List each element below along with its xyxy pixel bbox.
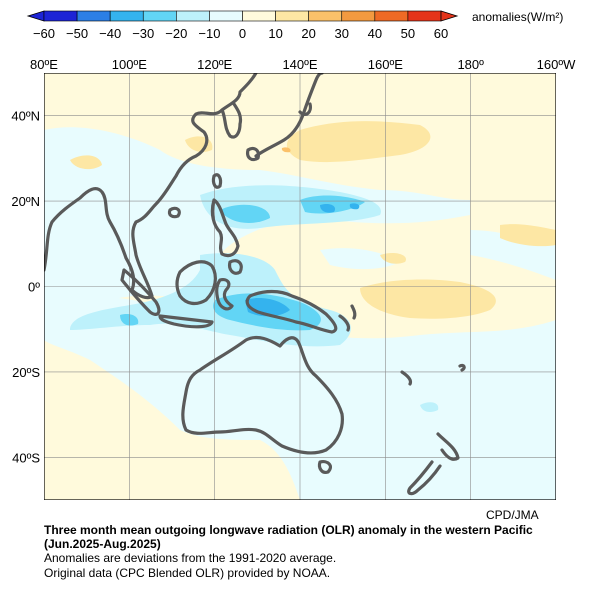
hainan-coastline [167,206,181,219]
new-guinea-coastline [245,289,338,334]
new-caledonia-coastline [400,370,413,386]
legend-cell [242,10,276,22]
legend-cell [275,10,309,22]
longitude-label: 180º [457,57,484,72]
coastlines [44,73,466,496]
taiwan-coastline [211,173,223,189]
legend-arrow-left [26,10,45,22]
sumatra-coastline [120,268,161,316]
legend-tick-label: −60 [33,26,55,41]
tasmania-coastline [317,460,332,474]
legend-unit-label: anomalies(W/m²) [472,10,563,24]
legend-tick-label: 30 [335,26,349,41]
legend-tick-label: −50 [66,26,88,41]
latitude-labels: 40ºN 20ºN 0º 20ºS 40ºS [11,109,40,466]
legend-cell [374,10,409,22]
legend-tick-label: 50 [401,26,415,41]
legend-tick-label: 60 [434,26,448,41]
asia-coastline [44,73,258,300]
kyushu-coastline [246,146,260,162]
legend-tick-label: −40 [99,26,121,41]
solomon-islands-coastline [338,304,357,332]
longitude-label: 140ºE [282,57,317,72]
longitude-label: 100ºE [112,57,147,72]
borneo-coastline [175,260,217,306]
philippines-coastline [210,198,243,275]
latitude-label: 0º [28,280,40,295]
korea-coastline [220,102,243,139]
legend-cell [109,10,144,22]
color-legend: −60 −50 −40 −30 −20 −10 0 10 20 30 40 50 60 anomalie… [26,10,563,41]
japan-coastline [254,73,324,158]
legend-tick-label: −30 [132,26,154,41]
legend-cell [43,10,78,22]
legend-arrow-right [440,10,459,22]
caption-note-baseline: Anomalies are deviations from the 1991-2… [44,551,337,565]
legend-tick-label: 40 [368,26,382,41]
legend-cell [142,10,177,22]
latitude-label: 40ºN [11,109,40,124]
legend-tick-label: −10 [198,26,220,41]
legend-tick-label: 10 [268,26,282,41]
fiji-coastline [458,363,466,372]
longitude-label: 160ºW [537,57,576,72]
legend-cell [341,10,376,22]
legend-cell [407,10,442,22]
legend-tick-label: 20 [301,26,315,41]
legend-tick-label: −20 [165,26,187,41]
caption-title: Three month mean outgoing longwave radia… [44,523,533,537]
latitude-label: 20ºN [11,194,40,209]
longitude-labels: 80ºE 100ºE 120ºE 140ºE 160ºE 180º 160ºW [30,57,576,72]
australia-coastline [181,335,344,455]
longitude-label: 160ºE [368,57,403,72]
longitude-label: 80ºE [30,57,58,72]
legend-cell [209,10,243,22]
map-panel [44,73,556,500]
legend-tick-label: 0 [239,26,246,41]
credit-label: CPD/JMA [486,508,539,522]
caption-period: (Jun.2025-Aug.2025) [44,537,161,551]
caption-note-source: Original data (CPC Blended OLR) provided… [44,566,331,580]
latitude-label: 20ºS [12,365,40,380]
legend-cell [76,10,111,22]
sulawesi-coastline [215,278,234,311]
new-zealand-coastline [407,432,460,496]
positive-anomaly-moderate [70,121,556,319]
longitude-label: 120ºE [197,57,232,72]
java-coastline [158,314,214,329]
legend-cell [176,10,210,22]
legend-cell [308,10,343,22]
latitude-label: 40ºS [12,450,40,465]
positive-anomaly-strong [281,147,291,153]
